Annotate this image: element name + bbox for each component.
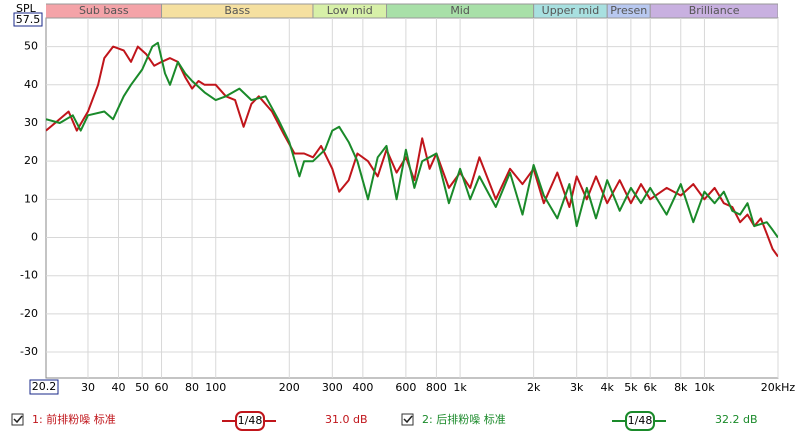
legend-level: 32.2 dB [715,413,758,426]
x-tick-label: 40 [112,381,126,394]
y-tick-label: -20 [20,307,38,320]
x-min-label: 20.2 [32,380,57,393]
legend-check [13,415,23,424]
x-tick-label: 6k [644,381,658,394]
y-axis-label: SPL [16,2,37,15]
y-tick-label: -30 [20,345,38,358]
legend-check [403,415,413,424]
x-tick-label: 300 [322,381,343,394]
legend-label: 1: 前排粉噪 标准 [32,412,116,426]
x-tick-label: 400 [352,381,373,394]
legend-level: 31.0 dB [325,413,368,426]
band-bar: Sub bass Bass Low mid Mid Upper mid Presen Bri… [46,3,778,19]
x-tick-label: 600 [395,381,416,394]
y-tick-label: 10 [24,192,38,205]
y-tick-label: 50 [24,40,38,53]
band-label: Bass [224,4,250,17]
band-label: Sub bass [79,4,129,17]
legend-checkbox [401,413,414,426]
series-line [46,41,778,239]
y-max-label: 57.5 [16,13,41,26]
legend-checkbox [11,413,24,426]
x-tick-label: 30 [81,381,95,394]
y-tick-label: 30 [24,116,38,129]
x-tick-label: 1k [453,381,467,394]
legend-smoothing-box [235,411,265,431]
x-tick-label: 800 [426,381,447,394]
x-tick-label: 200 [279,381,300,394]
y-tick-label: 0 [31,231,38,244]
x-tick-label: 100 [205,381,226,394]
y-tick-label: 20 [24,154,38,167]
band-label: Upper mid [542,4,600,17]
legend: 1: 前排粉噪 标准 1/48 31.0 dB 2: 后排粉噪 标准 1/48 32.2 … [11,411,758,431]
y-tick-label: 40 [24,78,38,91]
legend-smoothing: 1/48 [628,414,653,427]
x-tick-label: 60 [155,381,169,394]
x-tick-label: 80 [185,381,199,394]
x-tick-label: 50 [135,381,149,394]
band [649,3,778,19]
x-tick-label: 10k [694,381,715,394]
band-label: Brilliance [689,4,740,17]
legend-label: 2: 后排粉噪 标准 [422,412,506,426]
x-tick-label: 3k [570,381,584,394]
legend-smoothing: 1/48 [238,414,263,427]
legend-smoothing-box [625,411,655,431]
y-tick-label: -10 [20,269,38,282]
x-tick-label: 5k [624,381,638,394]
series-line [46,45,778,258]
band-label: Low mid [327,4,373,17]
xlim-box [29,379,59,395]
band-label: Mid [450,4,470,17]
x-tick-label: 4k [601,381,615,394]
x-tick-label: 8k [674,381,688,394]
x-tick-label: 20kHz [761,381,796,394]
ylim-box [13,12,43,27]
band-label: Presen [610,4,647,17]
plot-area [45,17,779,379]
x-tick-label: 2k [527,381,541,394]
